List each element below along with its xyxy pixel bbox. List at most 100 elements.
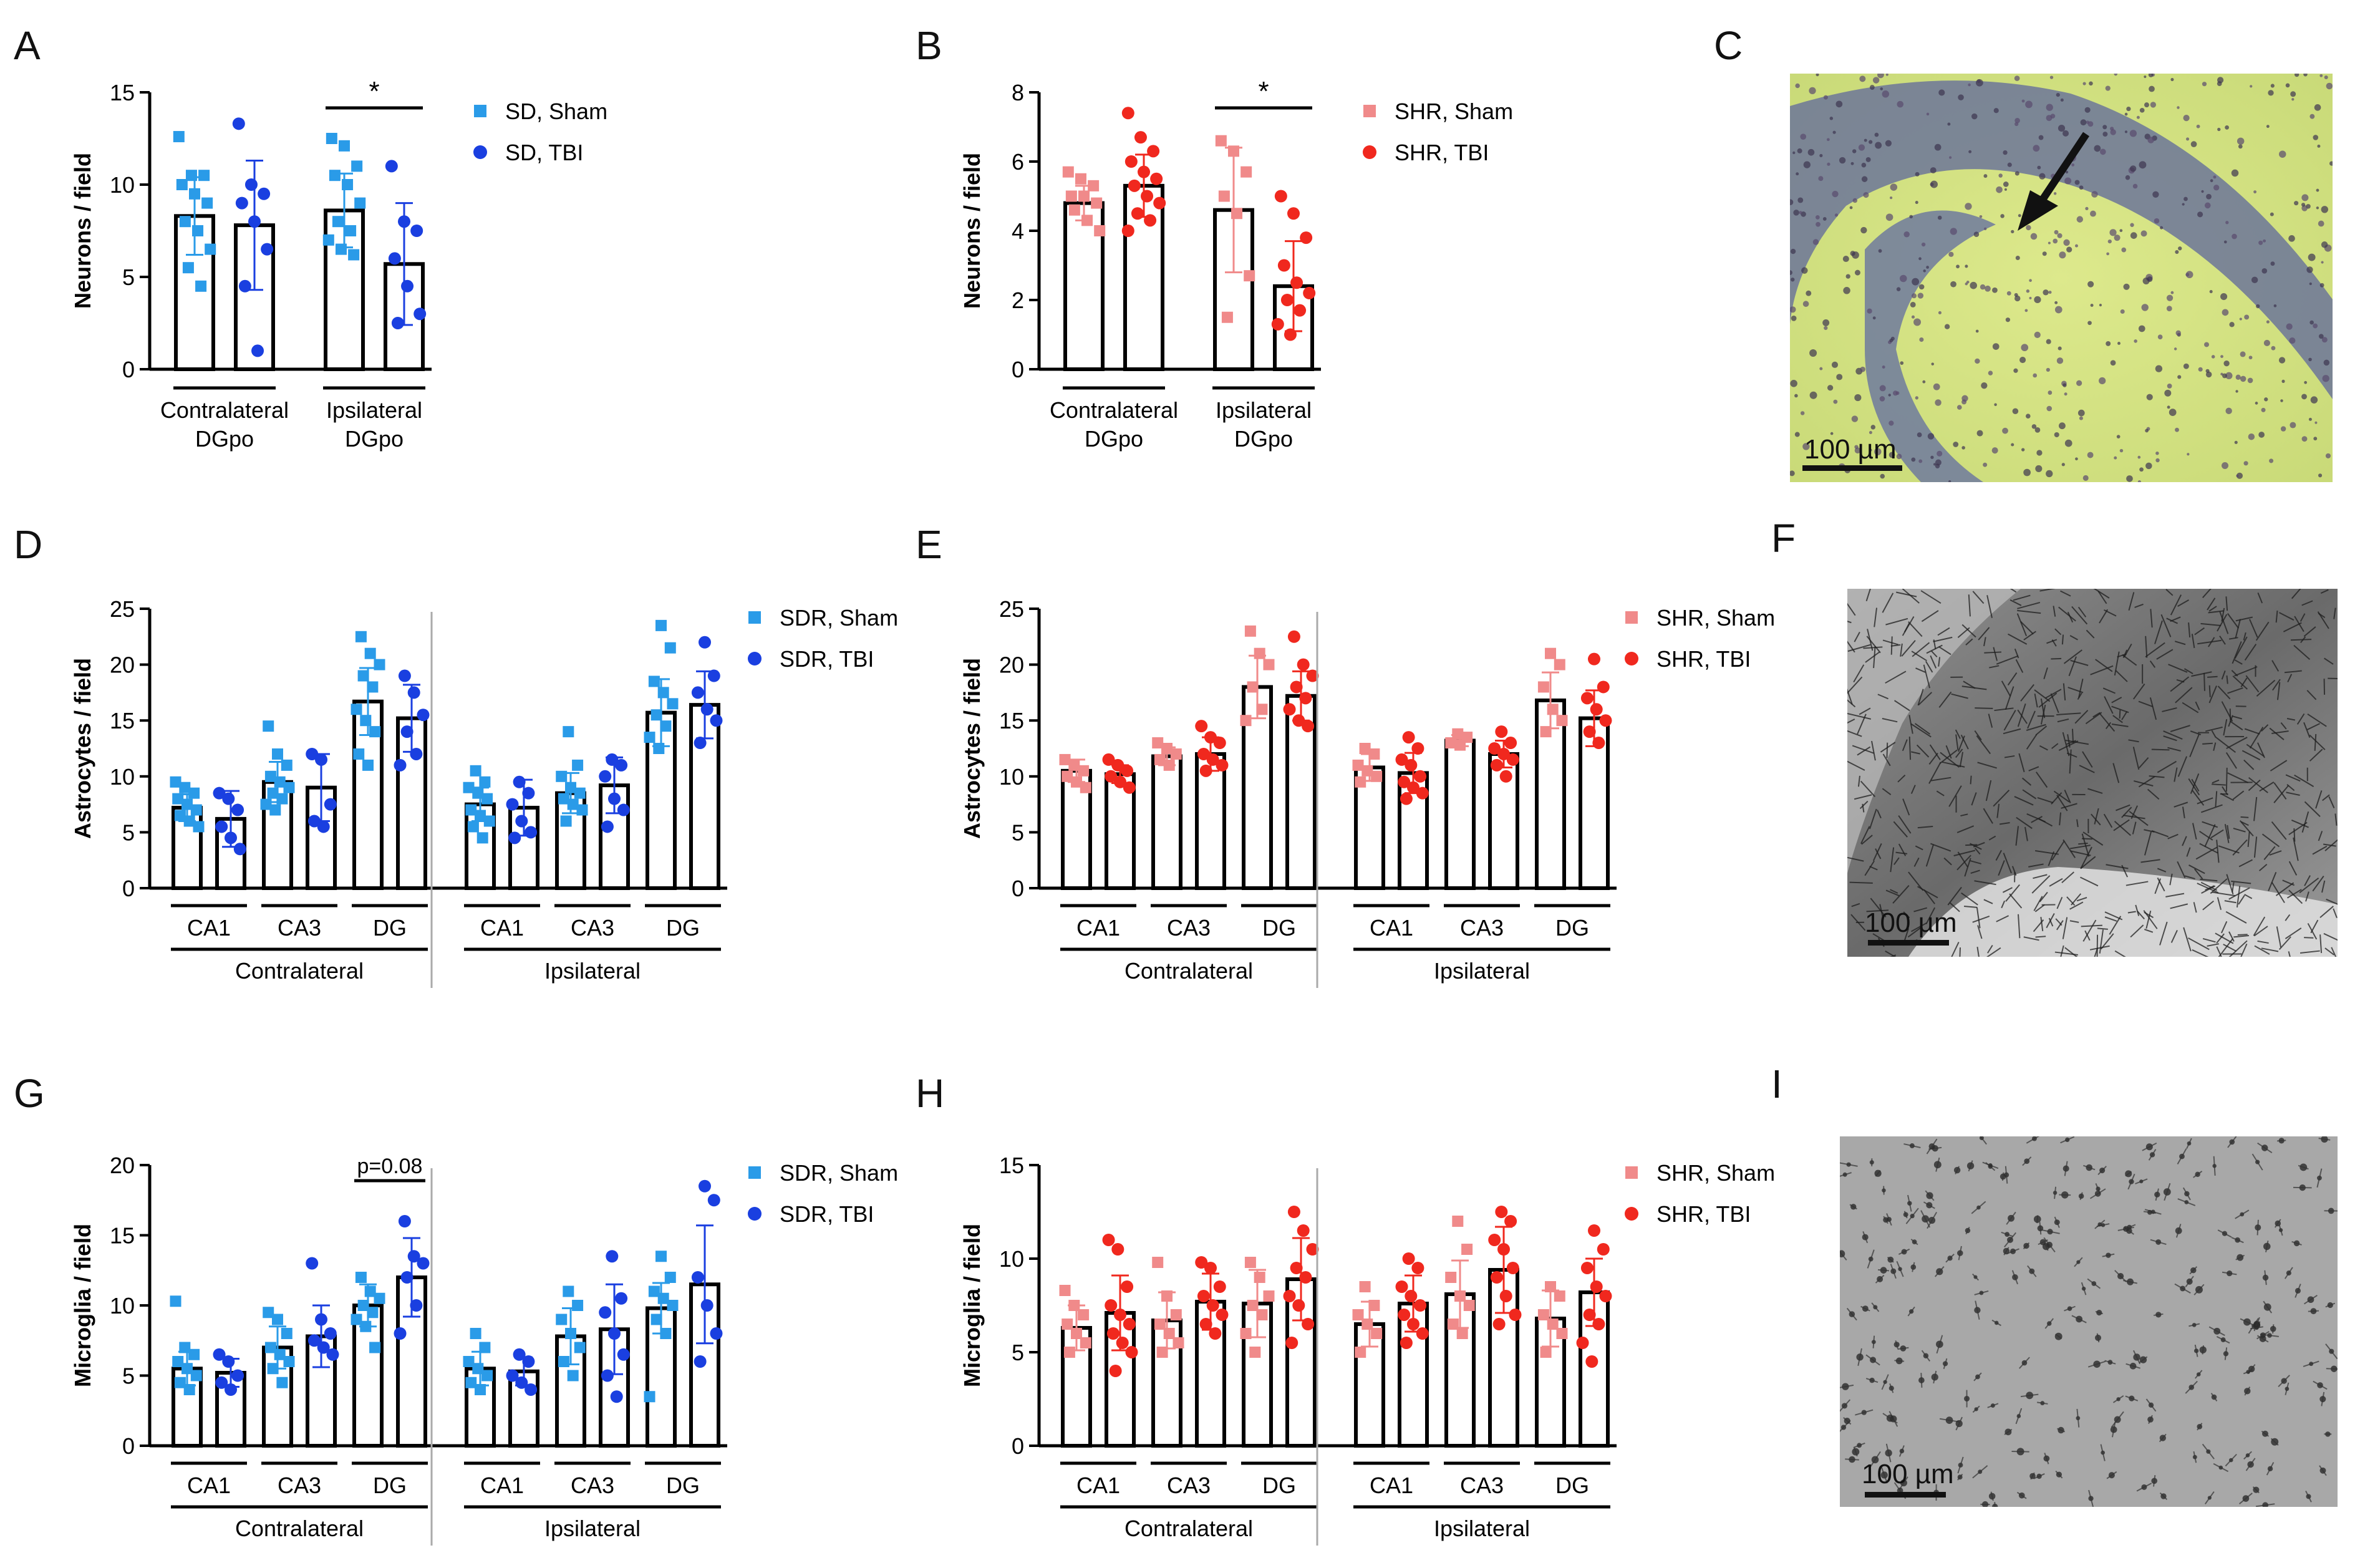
astrocyte-process (1866, 909, 1889, 912)
cell-dot (2232, 233, 2237, 240)
e-data-point (1537, 681, 1549, 693)
cell-dot (2155, 458, 2160, 463)
cell-dot (2021, 344, 2029, 352)
microglia-process (2222, 1271, 2237, 1275)
d-data-point (272, 748, 283, 760)
astrocyte-process (2004, 755, 2015, 758)
h-data-point (1445, 1272, 1457, 1283)
cell-dot (2006, 291, 2011, 296)
astrocyte-process (1877, 694, 1888, 700)
astrocyte-process (2194, 627, 2205, 636)
cell-dot (1832, 130, 1836, 134)
astrocyte-process (2167, 747, 2181, 752)
d-data-point (269, 804, 281, 816)
astrocyte-process (2033, 896, 2043, 911)
astrocyte-process (1917, 689, 1924, 706)
h-data-point (1062, 1319, 1073, 1330)
microglia-process (2257, 1142, 2273, 1153)
g-data-point (481, 1370, 493, 1382)
cell-dot (2090, 303, 2094, 307)
cell-dot (1793, 210, 1799, 216)
cell-dot (1815, 215, 1820, 220)
microglia-process (2043, 1242, 2049, 1251)
g-side-label: Contralateral (235, 1516, 364, 1541)
e-data-point (1488, 742, 1501, 755)
astrocyte-process (2193, 902, 2197, 913)
panel-letter-e: E (916, 522, 942, 567)
astrocyte-process (2085, 712, 2102, 725)
astrocyte-process (2306, 690, 2317, 700)
d-legend-marker (748, 611, 761, 624)
d-data-point (699, 636, 711, 649)
cell-dot (2056, 92, 2060, 97)
cell-dot (1869, 85, 1875, 90)
astrocyte-process (1996, 915, 2009, 922)
microglia-process (1985, 1162, 1996, 1171)
astrocyte-process (2076, 819, 2079, 828)
astrocyte-process (2001, 680, 2011, 697)
cell-dot (1803, 161, 1811, 168)
b-data-point (1121, 225, 1134, 237)
cell-dot (2046, 104, 2053, 111)
d-data-point (700, 703, 713, 716)
astrocyte-process (1890, 644, 1901, 647)
astrocyte-process (2294, 616, 2304, 632)
astrocyte-process (1864, 860, 1875, 876)
cell-dot (2058, 346, 2062, 351)
d-data-point (317, 820, 330, 833)
astrocyte-process (2183, 668, 2193, 674)
d-data-point (281, 759, 293, 771)
cell-dot (1790, 306, 1796, 313)
cell-dot (2223, 361, 2230, 367)
astrocyte-process (2287, 674, 2293, 683)
d-legend-label: SDR, TBI (780, 646, 874, 672)
microglia-process (1965, 1226, 1970, 1235)
astrocyte-process (2280, 722, 2287, 730)
astrocyte-process (2149, 775, 2165, 778)
astrocyte-process (1917, 886, 1938, 899)
g-data-point (572, 1300, 584, 1311)
cell-dot (2278, 357, 2286, 364)
h-data-point (1111, 1243, 1124, 1256)
astrocyte-process (2035, 725, 2048, 736)
astrocyte-process (2314, 733, 2317, 751)
cell-dot (1836, 374, 1843, 380)
astrocyte-process (2333, 607, 2336, 619)
microglia-process (2044, 1453, 2049, 1464)
cell-dot (1795, 83, 1800, 89)
microglia-process (1972, 1465, 1988, 1479)
g-data-point (357, 1300, 369, 1311)
cell-dot (2109, 229, 2117, 236)
cell-dot (2060, 98, 2064, 102)
cell-dot (2247, 377, 2253, 384)
astrocyte-process (2132, 821, 2137, 835)
astrocyte-process (2286, 791, 2300, 796)
astrocyte-process (1882, 593, 1894, 613)
cell-dot (1910, 302, 1916, 307)
astrocyte-process (1895, 851, 1908, 854)
g-legend-label: SDR, TBI (780, 1201, 874, 1227)
microglia-process (1899, 1476, 1908, 1490)
astrocyte-process (1890, 954, 1897, 957)
astrocyte-process (1860, 780, 1876, 798)
cell-dot (2079, 185, 2084, 190)
e-data-point (1590, 703, 1603, 716)
e-data-point (1580, 692, 1593, 705)
astrocyte-process (1897, 774, 1906, 783)
astrocyte-process (2014, 796, 2034, 806)
cell-dot (2202, 82, 2207, 87)
g-data-point (407, 1250, 420, 1263)
d-data-point (233, 843, 246, 856)
h-data-point (1163, 1328, 1175, 1339)
microglia-process (1865, 1378, 1879, 1383)
e-data-point (1111, 758, 1124, 772)
cell-dot (1889, 196, 1893, 200)
microglia-process (1920, 1373, 1923, 1388)
astrocyte-process (1882, 718, 1898, 723)
cell-dot (2279, 150, 2286, 158)
cell-dot (1867, 308, 1872, 314)
microglia-process (2256, 1331, 2270, 1340)
e-y-tick-label: 0 (1012, 876, 1024, 901)
h-data-point (1244, 1257, 1256, 1268)
